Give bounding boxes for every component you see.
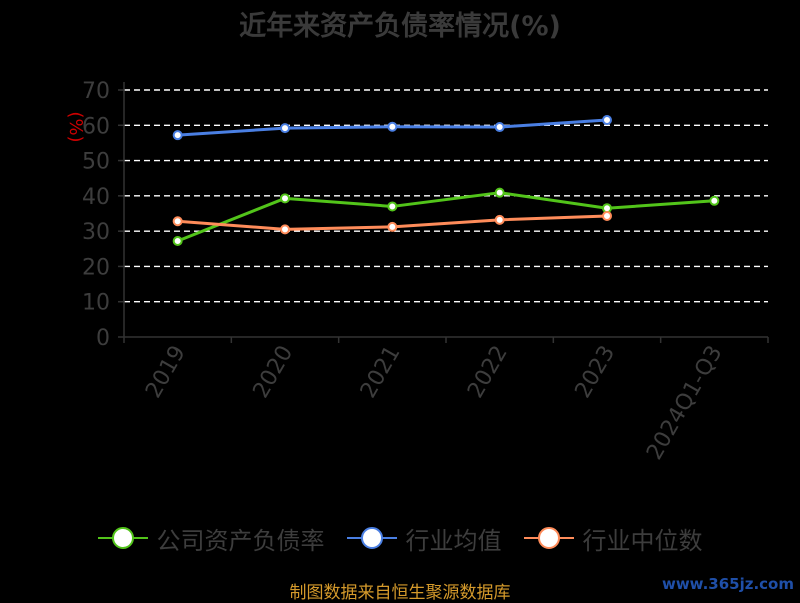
chart-title: 近年来资产负债率情况(%) xyxy=(239,11,561,42)
series-line xyxy=(177,191,715,243)
data-point xyxy=(494,122,505,133)
legend-swatch-icon xyxy=(346,526,397,550)
data-point xyxy=(280,123,290,134)
data-point xyxy=(387,201,398,212)
data-point xyxy=(387,121,398,132)
data-point xyxy=(387,221,398,232)
axes xyxy=(118,82,769,343)
legend-label: 行业中位数 xyxy=(582,526,703,555)
series-lines xyxy=(177,118,715,243)
y-tick-label: 60 xyxy=(82,114,110,139)
x-tick-label: 2021 xyxy=(356,342,406,403)
line-chart: 0 10 20 30 40 50 60 70 2019 2020 2021 2022 2023 2024Q… xyxy=(65,79,769,464)
y-tick-label: 40 xyxy=(82,185,110,210)
y-axis-label: (%) xyxy=(65,111,86,142)
data-point xyxy=(602,114,612,125)
data-point xyxy=(602,210,612,221)
legend-item[interactable]: 行业中位数 xyxy=(523,521,703,556)
data-point xyxy=(494,187,505,198)
source-note: 制图数据来自恒生聚源数据库 xyxy=(289,583,511,603)
y-tick-label: 50 xyxy=(82,150,110,175)
y-tick-label: 30 xyxy=(82,220,110,245)
data-point xyxy=(494,214,505,225)
y-tick-label: 0 xyxy=(96,326,110,351)
x-tick-label: 2024Q1-Q3 xyxy=(642,342,727,465)
legend-item[interactable]: 公司资产负债率 xyxy=(97,521,325,556)
data-points xyxy=(172,114,720,247)
tick-labels: 0 10 20 30 40 50 60 70 2019 2020 2021 2022 2023 2024Q… xyxy=(65,79,728,464)
x-tick-label: 2023 xyxy=(571,342,621,403)
legend: 公司资产负债率 行业均值 行业中位数 xyxy=(0,518,800,558)
x-tick-label: 2022 xyxy=(463,341,513,402)
watermark: www.365jz.com xyxy=(661,575,794,593)
data-point xyxy=(172,216,183,227)
grid-lines xyxy=(124,89,768,303)
x-tick-label: 2019 xyxy=(141,342,191,403)
legend-label: 公司资产负债率 xyxy=(156,526,325,555)
data-point xyxy=(172,130,183,141)
data-point xyxy=(280,193,290,204)
y-tick-label: 20 xyxy=(82,255,110,280)
legend-swatch-icon xyxy=(523,526,574,550)
data-point xyxy=(280,224,290,235)
y-tick-label: 10 xyxy=(82,291,110,316)
x-tick-label: 2020 xyxy=(249,342,299,403)
data-point xyxy=(172,236,183,247)
legend-swatch-icon xyxy=(97,526,148,550)
data-point xyxy=(709,195,720,206)
legend-item[interactable]: 行业均值 xyxy=(346,521,502,556)
legend-label: 行业均值 xyxy=(405,526,502,555)
y-tick-label: 70 xyxy=(82,79,110,104)
